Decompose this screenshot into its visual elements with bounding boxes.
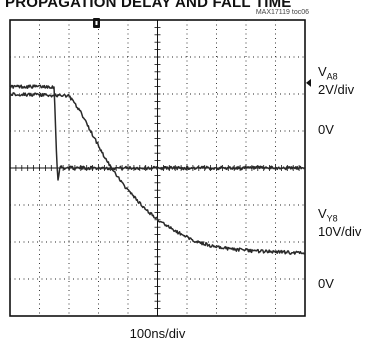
chart-title: PROPAGATION DELAY AND FALL TIME xyxy=(5,0,292,11)
label-va8-scale: 2V/div xyxy=(318,82,355,97)
label-va8: VA8 xyxy=(318,64,338,82)
scope-markers xyxy=(93,18,311,87)
trace-v-a8 xyxy=(9,84,305,181)
trace-v-y8 xyxy=(9,92,306,255)
time-scale-label: 100ns/div xyxy=(129,326,186,341)
scope-traces xyxy=(9,84,306,255)
label-vy8-scale: 10V/div xyxy=(318,224,362,239)
trigger-level-marker xyxy=(306,78,311,87)
label-vy8: VY8 xyxy=(318,206,338,224)
label-vy8-zero: 0V xyxy=(318,276,334,291)
figure-id: MAX17119 toc06 xyxy=(255,9,309,16)
trigger-marker-notch xyxy=(95,21,98,25)
label-va8-zero: 0V xyxy=(318,122,334,137)
